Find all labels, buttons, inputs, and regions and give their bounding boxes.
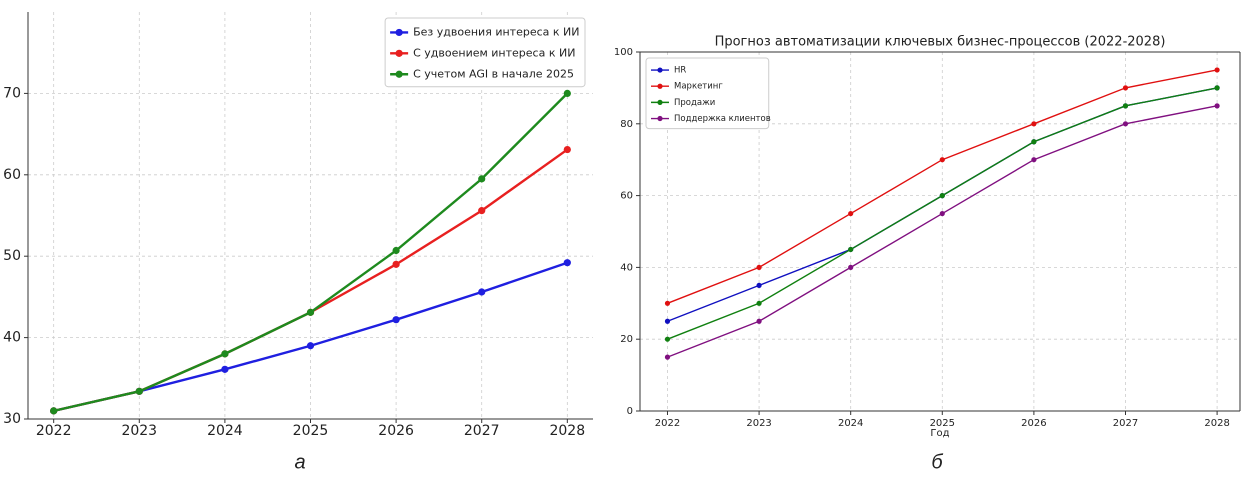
y-tick-label: 100	[614, 47, 633, 58]
data-point	[664, 318, 671, 324]
x-tick-label: 2023	[746, 418, 771, 429]
y-tick-label: 60	[620, 191, 633, 202]
x-tick-label: 2023	[121, 423, 157, 439]
data-point	[848, 210, 854, 217]
data-point	[478, 288, 486, 296]
caption: а	[294, 451, 305, 473]
x-tick-label: 2027	[1113, 418, 1138, 429]
y-tick-label: 60	[3, 167, 21, 183]
x-tick-label: 2028	[549, 423, 585, 439]
x-tick-label: 2024	[207, 423, 243, 439]
data-point	[563, 145, 571, 154]
x-tick-label: 2026	[378, 423, 414, 439]
data-point	[1214, 103, 1220, 109]
data-point	[1122, 121, 1129, 127]
data-point	[1031, 121, 1037, 127]
caption: б	[931, 451, 943, 473]
legend-label: Продажи	[674, 98, 715, 108]
data-point	[392, 316, 400, 324]
data-point	[664, 336, 671, 342]
data-point	[221, 365, 229, 373]
data-point	[756, 300, 762, 306]
legend-label: С учетом AGI в начале 2025	[413, 67, 574, 80]
y-tick-label: 50	[3, 248, 21, 264]
data-point	[664, 354, 671, 360]
data-point	[392, 260, 400, 268]
y-tick-label: 0	[627, 406, 633, 417]
legend-label: Маркетинг	[674, 82, 723, 92]
x-axis-label: Год	[930, 428, 949, 439]
x-tick-label: 2025	[293, 423, 329, 439]
data-point	[221, 350, 229, 358]
data-point	[563, 89, 571, 97]
x-tick-label: 2025	[930, 418, 955, 429]
x-tick-label: 2024	[838, 418, 863, 429]
legend-label: HR	[674, 66, 686, 76]
data-point	[563, 259, 571, 267]
y-tick-label: 40	[620, 262, 633, 273]
legend-label: Поддержка клиентов	[674, 114, 771, 124]
data-point	[392, 246, 400, 255]
data-point	[50, 407, 58, 415]
legend-box	[645, 57, 770, 130]
y-tick-label: 70	[3, 85, 21, 101]
x-tick-label: 2027	[464, 423, 500, 439]
data-point	[939, 210, 945, 217]
legend-marker	[395, 70, 403, 78]
data-point	[1122, 103, 1129, 109]
data-point	[756, 264, 762, 270]
data-point	[1214, 85, 1220, 91]
x-tick-label: 2028	[1204, 418, 1229, 429]
legend-marker	[657, 83, 663, 89]
data-point	[306, 342, 315, 350]
legend-label: С удвоением интереса к ИИ	[413, 46, 575, 59]
data-point	[939, 193, 945, 199]
data-point	[756, 282, 762, 288]
y-tick-label: 40	[3, 330, 21, 346]
data-point	[478, 175, 486, 183]
x-tick-label: 2022	[36, 423, 72, 439]
legend-marker	[657, 115, 663, 122]
legend-marker	[657, 67, 663, 73]
data-point	[1031, 157, 1037, 163]
data-point	[939, 157, 945, 163]
y-tick-label: 30	[3, 411, 21, 427]
data-point	[848, 264, 854, 270]
data-point	[478, 207, 486, 215]
data-point	[756, 318, 762, 324]
legend-marker	[395, 49, 403, 57]
legend-marker	[657, 99, 663, 105]
data-point	[1031, 139, 1037, 145]
x-tick-label: 2026	[1021, 418, 1046, 429]
data-point	[1214, 67, 1220, 73]
chart-title: Прогноз автоматизации ключевых бизнес-пр…	[715, 35, 1166, 50]
legend-box	[384, 17, 586, 88]
data-point	[135, 387, 143, 395]
legend: HR Маркетинг Продажи Поддержка клиентов	[645, 57, 771, 130]
data-point	[664, 300, 671, 306]
y-tick-label: 80	[620, 119, 633, 130]
data-point	[1122, 85, 1129, 91]
data-point	[306, 308, 315, 316]
data-point	[848, 246, 854, 253]
y-tick-label: 20	[620, 334, 633, 345]
legend-marker	[395, 28, 403, 37]
legend-label: Без удвоения интереса к ИИ	[413, 25, 579, 38]
legend: Без удвоения интереса к ИИ С удвоением ин…	[384, 17, 586, 88]
x-tick-label: 2022	[655, 418, 680, 429]
